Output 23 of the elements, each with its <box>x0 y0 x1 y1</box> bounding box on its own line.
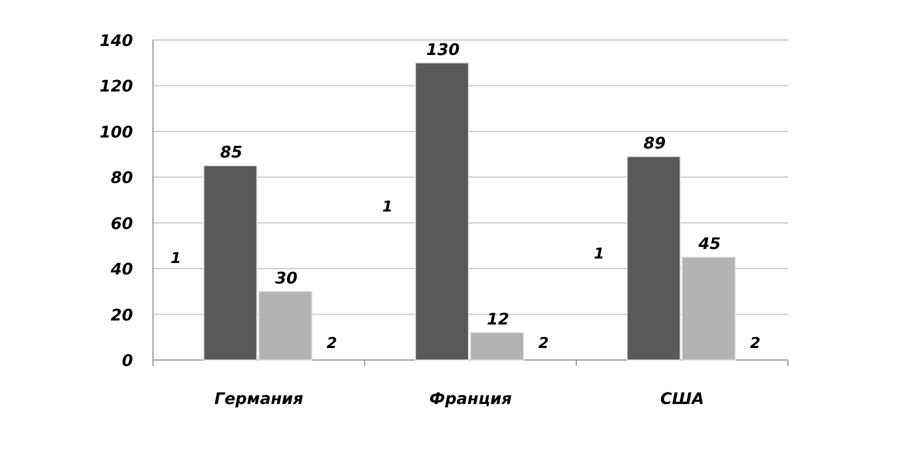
x-tick-label: США <box>660 389 704 408</box>
x-tick-label: Франция <box>429 389 512 408</box>
data-label: 89 <box>644 134 666 153</box>
y-tick-label: 60 <box>110 214 133 233</box>
y-tick-label: 80 <box>110 168 133 188</box>
data-label: 30 <box>275 268 298 288</box>
x-tick-label: Германия <box>214 389 304 408</box>
series-label: 1 <box>382 197 393 216</box>
text: 2 <box>326 334 338 352</box>
text: 1 <box>594 244 604 262</box>
y-tick-label: 140 <box>100 31 133 50</box>
data-label: 85 <box>220 142 242 162</box>
text: 1 <box>170 248 182 267</box>
data-label: 12 <box>486 310 510 329</box>
y-tick-label: 20 <box>110 305 133 324</box>
data-label: 45 <box>698 234 721 254</box>
text: 2 <box>538 334 549 352</box>
y-tick-label: 40 <box>110 260 133 279</box>
y-tick-label: 0 <box>122 351 133 370</box>
series-label: 2 <box>750 334 760 352</box>
y-tick-label: 120 <box>100 76 133 96</box>
data-label: 130 <box>426 40 460 59</box>
y-tick-label: 100 <box>100 122 133 142</box>
